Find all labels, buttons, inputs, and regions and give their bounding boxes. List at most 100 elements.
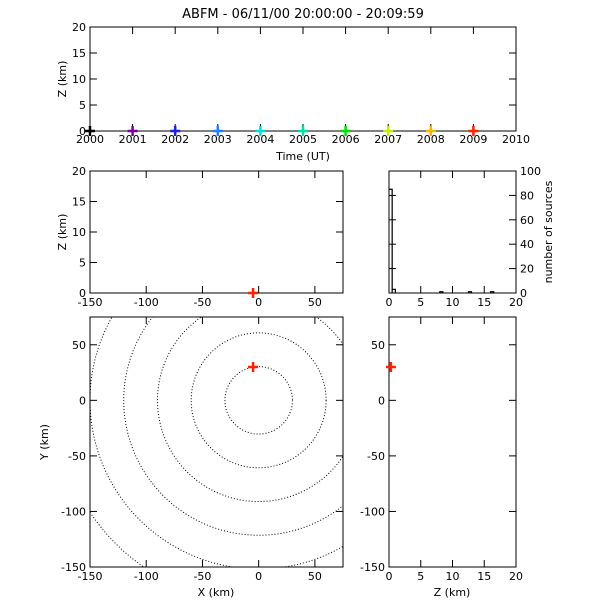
y-tick-label: 60 <box>520 214 534 227</box>
y-tick-label: 20 <box>520 263 534 276</box>
time-height-ticks <box>89 26 517 132</box>
x-tick-label: 2007 <box>374 133 402 146</box>
y-tick-label: 100 <box>520 165 541 178</box>
y-tick-label: 15 <box>72 47 86 60</box>
range-rings <box>90 317 343 567</box>
time-height-panel: 2000 2001 2002 2003 2004 2005 2006 2007 2008 2009… <box>56 21 530 163</box>
altitude-histogram-bars <box>388 188 516 294</box>
altitude-histogram-panel: 0 5 10 15 20 0 20 40 60 80 100 number of sources <box>386 165 556 309</box>
y-tick-label: -150 <box>360 561 385 574</box>
y-tick-label: 0 <box>79 125 86 138</box>
x-height-sources <box>248 288 259 298</box>
height-y-ticks <box>388 317 517 568</box>
y-tick-label: -100 <box>61 505 86 518</box>
x-tick-label: 2004 <box>246 133 274 146</box>
range-ring <box>123 317 343 536</box>
x-tick-label: 15 <box>477 296 491 309</box>
plan-view-y-tick-labels: -150 -100 -50 0 50 <box>61 339 86 574</box>
x-height-panel: -150 -100 -50 0 50 0 5 10 15 20 Z (km) <box>56 165 344 309</box>
x-tick-label: 5 <box>417 570 424 583</box>
source-marker <box>248 362 259 372</box>
x-tick-label: 50 <box>308 570 322 583</box>
histogram-bar <box>439 291 444 294</box>
altitude-histogram-y-label: number of sources <box>542 180 555 283</box>
y-tick-label: 10 <box>72 226 86 239</box>
x-tick-label: -50 <box>193 296 211 309</box>
x-tick-label: 2009 <box>459 133 487 146</box>
y-tick-label: 0 <box>79 287 86 300</box>
time-height-x-label: Time (UT) <box>275 150 330 163</box>
x-tick-label: 10 <box>446 570 460 583</box>
y-tick-label: 0 <box>378 394 385 407</box>
x-tick-label: 2010 <box>502 133 530 146</box>
time-height-frame <box>89 26 517 132</box>
x-tick-label: 2005 <box>289 133 317 146</box>
height-y-panel: 0 5 10 15 20 -150 -100 -50 0 50 Z (km) <box>360 316 524 599</box>
x-tick-label: 50 <box>308 296 322 309</box>
x-height-x-tick-labels: -150 -100 -50 0 50 <box>78 296 322 309</box>
x-tick-label: 2006 <box>332 133 360 146</box>
plan-view-x-tick-labels: -150 -100 -50 0 50 <box>78 570 322 583</box>
source-marker <box>255 126 266 136</box>
x-height-ticks <box>89 170 343 294</box>
x-tick-label: 0 <box>386 570 393 583</box>
y-tick-label: -100 <box>360 505 385 518</box>
range-ring <box>90 511 145 567</box>
x-height-frame <box>89 170 344 294</box>
source-marker <box>212 126 223 136</box>
height-y-sources <box>385 362 396 372</box>
x-tick-label: 0 <box>255 296 262 309</box>
figure-title: ABFM - 06/11/00 20:00:00 - 20:09:59 <box>182 7 424 22</box>
height-y-frame <box>388 316 517 568</box>
source-marker <box>385 362 396 372</box>
x-tick-label: 2008 <box>417 133 445 146</box>
time-height-y-label: Z (km) <box>56 61 69 98</box>
y-tick-label: 80 <box>520 189 534 202</box>
y-tick-label: -150 <box>61 561 86 574</box>
altitude-histogram-ticks <box>388 170 517 294</box>
histogram-bar <box>391 288 396 294</box>
x-tick-label: 20 <box>509 570 523 583</box>
source-marker <box>85 126 95 136</box>
y-tick-label: 20 <box>72 21 86 34</box>
y-tick-label: -50 <box>367 450 385 463</box>
source-marker <box>468 126 479 136</box>
altitude-histogram-y-tick-labels: 0 20 40 60 80 100 <box>520 165 541 300</box>
altitude-histogram-x-tick-labels: 0 5 10 15 20 <box>386 296 524 309</box>
x-tick-label: 0 <box>255 570 262 583</box>
range-ring <box>156 317 343 503</box>
x-tick-label: 2002 <box>161 133 189 146</box>
y-tick-label: 10 <box>72 73 86 86</box>
time-height-y-tick-labels: 0 5 10 15 20 <box>72 21 86 138</box>
histogram-bar <box>467 291 473 294</box>
y-tick-label: 0 <box>79 394 86 407</box>
y-tick-label: 15 <box>72 196 86 209</box>
x-tick-label: -100 <box>134 570 159 583</box>
x-tick-label: 0 <box>386 296 393 309</box>
altitude-histogram-frame <box>388 170 517 294</box>
y-tick-label: 20 <box>72 165 86 178</box>
plan-view-x-label: X (km) <box>198 586 235 599</box>
x-height-y-label: Z (km) <box>56 214 69 251</box>
source-marker <box>425 126 436 136</box>
x-tick-label: 5 <box>417 296 424 309</box>
source-marker <box>383 126 394 136</box>
histogram-bar <box>388 188 393 294</box>
y-tick-label: -50 <box>68 450 86 463</box>
x-tick-label: 2003 <box>204 133 232 146</box>
source-marker <box>248 288 259 298</box>
y-tick-label: 50 <box>371 339 385 352</box>
x-tick-label: -150 <box>78 296 103 309</box>
x-tick-label: 10 <box>446 296 460 309</box>
range-ring <box>190 332 327 469</box>
x-tick-label: -100 <box>134 296 159 309</box>
x-tick-label: -50 <box>193 570 211 583</box>
y-tick-label: 40 <box>520 238 534 251</box>
range-ring <box>224 366 293 435</box>
x-height-y-tick-labels: 0 5 10 15 20 <box>72 165 86 300</box>
x-tick-label: 2000 <box>76 133 104 146</box>
x-tick-label: 20 <box>509 296 523 309</box>
height-y-x-tick-labels: 0 5 10 15 20 <box>386 570 524 583</box>
source-marker <box>170 126 181 136</box>
